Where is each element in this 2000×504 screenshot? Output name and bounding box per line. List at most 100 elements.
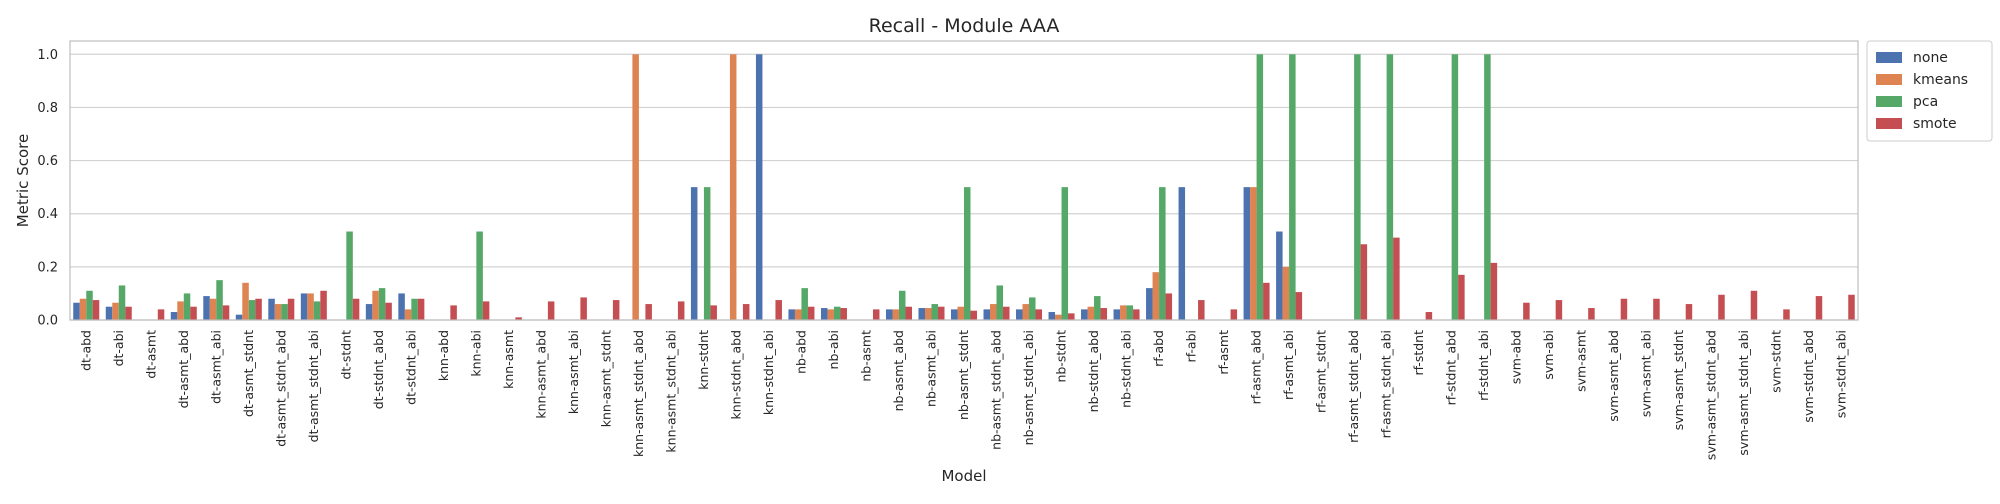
x-tick-label: nb-asmt_abi [923, 330, 938, 407]
bar-none-nb-stdnt_abd [1081, 309, 1088, 320]
bar-smote-dt-asmt_stdnt_abi [320, 290, 327, 320]
x-tick-label: dt-asmt_stdnt_abi [306, 330, 321, 442]
x-tick-label: rf-abi [1184, 330, 1199, 362]
x-tick-label: knn-stdnt [696, 330, 711, 390]
bar-kmeans-rf-abd [1152, 272, 1160, 320]
bar-pca-rf-abd [1159, 187, 1166, 320]
bar-none-nb-asmt_stdnt [950, 309, 958, 320]
chart-title: Recall - Module AAA [869, 15, 1060, 37]
plot-frame [69, 40, 1859, 321]
legend-swatch-kmeans [1876, 74, 1902, 85]
bar-pca-dt-stdnt_abd [378, 288, 386, 320]
x-tick-label: dt-abd [78, 330, 93, 371]
legend-label-none: none [1913, 50, 1948, 66]
x-tick-label: nb-stdnt [1054, 330, 1069, 383]
bar-smote-rf-asmt_abd [1263, 282, 1270, 320]
bar-pca-nb-stdnt [1061, 187, 1069, 320]
x-tick-label: nb-asmt_abd [891, 330, 906, 411]
bar-pca-nb-abd [801, 288, 808, 320]
bar-smote-nb-asmt [872, 309, 880, 320]
bar-pca-rf-stdnt_abd [1451, 54, 1459, 321]
bar-pca-dt-asmt_abd [183, 293, 191, 320]
bar-none-knn-stdnt [690, 187, 698, 320]
bar-kmeans-dt-asmt_abi [209, 298, 217, 320]
bar-smote-svm-stdnt [1783, 309, 1790, 320]
bar-smote-dt-stdnt [352, 298, 360, 320]
bar-none-nb-abd [788, 309, 795, 320]
bar-smote-nb-asmt_abd [905, 306, 912, 320]
bar-kmeans-nb-abi [827, 309, 834, 320]
bar-smote-knn-stdnt_abd [742, 304, 750, 320]
bar-pca-knn-stdnt [703, 187, 711, 320]
bars [73, 54, 1855, 321]
bar-none-dt-abd [73, 302, 80, 320]
bar-smote-rf-abi [1198, 300, 1205, 320]
bar-kmeans-dt-stdnt_abi [404, 309, 412, 320]
bar-kmeans-rf-asmt_abi [1282, 266, 1290, 320]
bar-smote-nb-stdnt_abd [1100, 308, 1108, 320]
bar-pca-dt-asmt_stdnt_abi [313, 301, 321, 320]
bar-kmeans-dt-abd [79, 298, 87, 320]
x-tick-label: svm-asmt_abd [1606, 330, 1621, 422]
bar-kmeans-dt-asmt_stdnt_abd [274, 304, 282, 320]
bar-none-nb-stdnt [1048, 312, 1056, 320]
bar-none-dt-asmt_stdnt [235, 314, 243, 320]
bar-smote-svm-abd [1523, 302, 1530, 320]
bar-smote-nb-asmt_stdnt_abd [1003, 306, 1010, 320]
bar-none-nb-asmt_abi [918, 308, 925, 320]
bar-kmeans-dt-asmt_abd [177, 301, 184, 320]
x-tick-label: nb-stdnt_abd [1086, 330, 1101, 412]
bar-kmeans-knn-asmt_stdnt_abd [632, 54, 639, 321]
bar-smote-dt-stdnt_abi [417, 298, 425, 320]
legend-swatch-none [1876, 52, 1902, 63]
x-tick-label: nb-asmt [858, 330, 873, 382]
x-tick-label: svm-stdnt [1769, 330, 1784, 393]
bar-none-dt-asmt_stdnt_abd [268, 298, 275, 320]
bar-pca-dt-asmt_abi [216, 280, 223, 320]
bar-pca-rf-asmt_stdnt_abd [1354, 54, 1361, 321]
y-tick-label: 0.6 [37, 154, 58, 169]
bar-pca-rf-asmt_stdnt_abi [1386, 54, 1394, 321]
bar-smote-svm-asmt_stdnt_abi [1750, 290, 1758, 320]
bar-none-dt-asmt_stdnt_abi [300, 293, 308, 320]
bar-pca-rf-stdnt_abi [1484, 54, 1491, 321]
y-tick-labels: 0.0 0.2 0.4 0.6 0.8 1.0 [37, 48, 58, 329]
bar-pca-dt-asmt_stdnt [248, 300, 256, 320]
bar-smote-knn-asmt [515, 317, 522, 320]
bar-smote-svm-abi [1555, 300, 1563, 320]
x-tick-label: knn-asmt_abi [566, 330, 581, 414]
bar-none-nb-asmt_stdnt_abi [1016, 309, 1023, 320]
x-tick-label: svm-stdnt_abd [1801, 330, 1816, 423]
bar-none-nb-stdnt_abi [1113, 309, 1121, 320]
x-tick-label: rf-asmt_stdnt [1314, 330, 1329, 413]
bar-none-dt-asmt_abd [170, 312, 178, 320]
bar-none-nb-asmt_abd [885, 309, 893, 320]
bar-smote-dt-asmt [157, 309, 165, 320]
bar-kmeans-dt-abi [112, 302, 119, 320]
bar-kmeans-dt-asmt_stdnt [242, 282, 249, 320]
bar-smote-nb-stdnt_abi [1133, 309, 1140, 320]
x-tick-label: knn-asmt [501, 330, 516, 389]
bar-pca-rf-asmt_abi [1289, 54, 1296, 321]
x-tick-label: nb-abi [826, 330, 841, 369]
x-tick-label: nb-stdnt_abi [1119, 330, 1134, 408]
x-tick-labels: dt-abd dt-abi dt-asmt dt-asmt_abd dt-asmt_ab… [78, 330, 1848, 460]
bar-smote-svm-asmt_abd [1620, 298, 1628, 320]
bar-smote-nb-stdnt [1068, 313, 1075, 320]
x-tick-label: nb-asmt_stdnt [956, 330, 971, 420]
bar-smote-nb-asmt_abi [937, 306, 945, 320]
x-tick-label: rf-asmt [1216, 330, 1231, 375]
y-tick-label: 0.0 [37, 314, 58, 329]
bar-none-dt-asmt_abi [203, 296, 210, 320]
bar-smote-knn-asmt_abd [547, 301, 555, 320]
bar-smote-nb-abi [840, 308, 847, 320]
legend-label-smote: smote [1913, 116, 1957, 132]
bar-smote-rf-stdnt [1425, 312, 1433, 320]
bar-kmeans-nb-stdnt_abi [1120, 305, 1127, 320]
bar-pca-dt-stdnt [346, 231, 353, 320]
x-tick-label: nb-asmt_stdnt_abi [1021, 330, 1036, 445]
x-tick-label: svm-stdnt_abi [1834, 330, 1849, 418]
bar-kmeans-nb-asmt_stdnt_abi [1022, 304, 1030, 320]
bar-smote-rf-asmt_stdnt_abi [1393, 237, 1400, 320]
